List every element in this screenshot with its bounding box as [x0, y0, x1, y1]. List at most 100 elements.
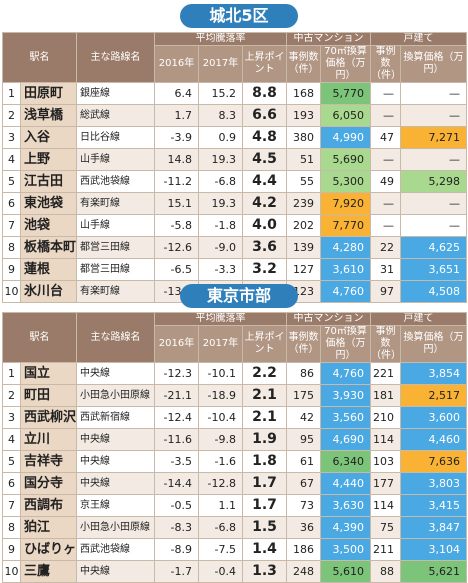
station-cell: 吉祥寺 — [20, 450, 77, 473]
house-price-cell: 3,803 — [400, 472, 467, 495]
rate-2016-cell: 15.1 — [154, 192, 199, 215]
house-cases-cell: — — [370, 82, 401, 105]
station-cell: 上野 — [20, 148, 77, 171]
house-cases-cell: 221 — [370, 362, 401, 385]
rate-2016-cell: -8.9 — [154, 538, 199, 561]
points-cell: 4.5 — [242, 148, 287, 171]
points-cell: 1.8 — [242, 450, 287, 473]
table-row: 6 国分寺 中央線 -14.4 -12.8 1.7 67 4,440 177 3,803 — [2, 472, 467, 495]
station-cell: 西調布 — [20, 494, 77, 517]
header-mansion: 中古マンション — [286, 32, 371, 46]
rate-2016-cell: -14.4 — [154, 472, 199, 495]
table-row: 4 立川 中央線 -11.6 -9.8 1.9 95 4,690 114 4,460 — [2, 428, 467, 451]
price-cell: 7,920 — [320, 192, 371, 215]
rate-2017-cell: 8.3 — [198, 104, 243, 127]
house-cases-cell: 114 — [370, 428, 401, 451]
header-price70: 70㎡換算価格（万円） — [320, 45, 371, 83]
rate-2017-cell: 19.3 — [198, 192, 243, 215]
rank-cell: 7 — [2, 214, 21, 237]
price-cell: 3,610 — [320, 258, 371, 281]
station-cell: 浅草橋 — [20, 104, 77, 127]
rate-2017-cell: -3.3 — [198, 258, 243, 281]
header-2016: 2016年 — [154, 45, 199, 83]
house-price-cell: — — [400, 192, 467, 215]
rate-2016-cell: -3.9 — [154, 126, 199, 149]
station-cell: 田原町 — [20, 82, 77, 105]
rank-cell: 9 — [2, 538, 21, 561]
house-cases-cell: 177 — [370, 472, 401, 495]
cases-cell: 202 — [286, 214, 321, 237]
line-cell: 都営三田線 — [76, 236, 155, 259]
house-cases-cell: 49 — [370, 170, 401, 193]
header-house-cases: 事例数（件） — [370, 325, 401, 363]
rate-2017-cell: -0.4 — [198, 560, 243, 583]
line-cell: 小田急小田原線 — [76, 384, 155, 407]
cases-cell: 239 — [286, 192, 321, 215]
line-cell: 有楽町線 — [76, 280, 155, 303]
rate-2016-cell: -12.4 — [154, 406, 199, 429]
rank-cell: 5 — [2, 170, 21, 193]
rate-2017-cell: 1.1 — [198, 494, 243, 517]
rank-cell: 8 — [2, 516, 21, 539]
rate-2016-cell: 1.7 — [154, 104, 199, 127]
header-house-price: 換算価格（万円） — [400, 45, 467, 83]
price-cell: 6,340 — [320, 450, 371, 473]
rate-2017-cell: -18.9 — [198, 384, 243, 407]
house-price-cell: 3,651 — [400, 258, 467, 281]
house-price-cell: 3,600 — [400, 406, 467, 429]
rank-cell: 10 — [2, 560, 21, 583]
station-cell: 三鷹 — [20, 560, 77, 583]
rate-2017-cell: -6.8 — [198, 516, 243, 539]
header-price70: 70㎡換算価格（万円） — [320, 325, 371, 363]
house-price-cell: 3,854 — [400, 362, 467, 385]
price-cell: 5,300 — [320, 170, 371, 193]
station-cell: 西武柳沢 — [20, 406, 77, 429]
section-title-tokyo-shibu: 東京市部 — [180, 284, 298, 308]
rate-2017-cell: -10.1 — [198, 362, 243, 385]
table-row: 1 国立 中央線 -12.3 -10.1 2.2 86 4,760 221 3,854 — [2, 362, 467, 385]
line-cell: 中央線 — [76, 362, 155, 385]
house-price-cell: 7,271 — [400, 126, 467, 149]
rank-cell: 1 — [2, 362, 21, 385]
cases-cell: 248 — [286, 560, 321, 583]
line-cell: 西武新宿線 — [76, 406, 155, 429]
house-cases-cell: 22 — [370, 236, 401, 259]
header-points: 上昇ポイント — [242, 325, 287, 363]
station-cell: 国立 — [20, 362, 77, 385]
points-cell: 6.6 — [242, 104, 287, 127]
house-cases-cell: 88 — [370, 560, 401, 583]
rate-2016-cell: -12.6 — [154, 236, 199, 259]
rate-2017-cell: -1.6 — [198, 450, 243, 473]
station-cell: 板橋本町 — [20, 236, 77, 259]
line-cell: 銀座線 — [76, 82, 155, 105]
price-cell: 4,760 — [320, 362, 371, 385]
table-row: 9 蓮根 都営三田線 -6.5 -3.3 3.2 127 3,610 31 3,651 — [2, 258, 467, 281]
price-cell: 4,390 — [320, 516, 371, 539]
table-row: 7 池袋 山手線 -5.8 -1.8 4.0 202 7,770— — — [2, 214, 467, 237]
cases-cell: 175 — [286, 384, 321, 407]
cases-cell: 168 — [286, 82, 321, 105]
line-cell: 山手線 — [76, 148, 155, 171]
house-cases-cell: — — [370, 214, 401, 237]
rate-2017-cell: -7.5 — [198, 538, 243, 561]
header-2016: 2016年 — [154, 325, 199, 363]
rate-2016-cell: -0.5 — [154, 494, 199, 517]
rank-cell: 8 — [2, 236, 21, 259]
rank-cell: 2 — [2, 384, 21, 407]
house-price-cell: 5,621 — [400, 560, 467, 583]
header-2017: 2017年 — [198, 325, 243, 363]
house-cases-cell: 31 — [370, 258, 401, 281]
line-cell: 都営三田線 — [76, 258, 155, 281]
rank-cell: 4 — [2, 428, 21, 451]
header-points: 上昇ポイント — [242, 45, 287, 83]
header-house-price: 換算価格（万円） — [400, 325, 467, 363]
cases-cell: 51 — [286, 148, 321, 171]
rate-2016-cell: -11.2 — [154, 170, 199, 193]
table-row: 8 狛江 小田急小田原線 -8.3 -6.8 1.5 36 4,390 75 3,847 — [2, 516, 467, 539]
header-mansion: 中古マンション — [286, 312, 371, 326]
price-cell: 7,770 — [320, 214, 371, 237]
rate-2016-cell: -12.3 — [154, 362, 199, 385]
line-cell: 有楽町線 — [76, 192, 155, 215]
rank-cell: 4 — [2, 148, 21, 171]
